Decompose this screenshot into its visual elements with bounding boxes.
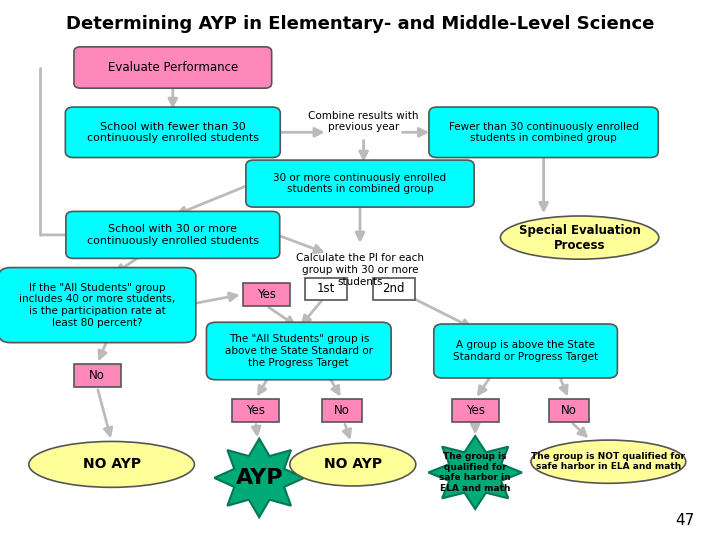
Text: 47: 47 <box>675 513 695 528</box>
Text: The "All Students" group is
above the State Standard or
the Progress Target: The "All Students" group is above the St… <box>225 334 373 368</box>
Ellipse shape <box>29 442 194 487</box>
Text: 30 or more continuously enrolled
students in combined group: 30 or more continuously enrolled student… <box>274 173 446 194</box>
FancyBboxPatch shape <box>243 283 289 306</box>
FancyBboxPatch shape <box>305 278 347 300</box>
FancyBboxPatch shape <box>66 212 280 259</box>
Ellipse shape <box>289 443 416 486</box>
FancyBboxPatch shape <box>373 278 415 300</box>
Text: The group is NOT qualified for
safe harbor in ELA and math: The group is NOT qualified for safe harb… <box>531 452 685 471</box>
Text: Determining AYP in Elementary- and Middle-Level Science: Determining AYP in Elementary- and Middl… <box>66 15 654 33</box>
FancyBboxPatch shape <box>74 47 271 88</box>
FancyBboxPatch shape <box>433 324 618 378</box>
Text: Evaluate Performance: Evaluate Performance <box>108 61 238 74</box>
Text: AYP: AYP <box>235 468 283 488</box>
Text: School with 30 or more
continuously enrolled students: School with 30 or more continuously enro… <box>87 224 258 246</box>
FancyBboxPatch shape <box>232 399 279 422</box>
Text: 1st: 1st <box>317 282 336 295</box>
Text: 2nd: 2nd <box>382 282 405 295</box>
Text: The group is
qualified for
safe harbor in
ELA and math: The group is qualified for safe harbor i… <box>439 453 511 492</box>
Ellipse shape <box>531 440 685 483</box>
Text: Special Evaluation
Process: Special Evaluation Process <box>518 224 641 252</box>
Text: If the "All Students" group
includes 40 or more students,
is the participation r: If the "All Students" group includes 40 … <box>19 283 176 327</box>
Polygon shape <box>215 438 304 517</box>
Text: Combine results with
previous year: Combine results with previous year <box>308 111 419 132</box>
Text: Yes: Yes <box>466 404 485 417</box>
Text: No: No <box>561 404 577 417</box>
FancyBboxPatch shape <box>207 322 391 380</box>
Text: School with fewer than 30
continuously enrolled students: School with fewer than 30 continuously e… <box>87 122 258 143</box>
Text: Yes: Yes <box>246 404 265 417</box>
FancyBboxPatch shape <box>0 268 196 342</box>
Polygon shape <box>428 436 522 509</box>
Ellipse shape <box>500 216 659 259</box>
FancyBboxPatch shape <box>429 107 658 158</box>
FancyBboxPatch shape <box>549 399 589 422</box>
Text: Calculate the PI for each
group with 30 or more
students: Calculate the PI for each group with 30 … <box>296 253 424 287</box>
Text: Fewer than 30 continuously enrolled
students in combined group: Fewer than 30 continuously enrolled stud… <box>449 122 639 143</box>
Text: No: No <box>334 404 350 417</box>
Text: No: No <box>89 369 105 382</box>
FancyBboxPatch shape <box>452 399 499 422</box>
Text: A group is above the State
Standard or Progress Target: A group is above the State Standard or P… <box>453 340 598 362</box>
FancyBboxPatch shape <box>323 399 361 422</box>
Text: NO AYP: NO AYP <box>324 457 382 471</box>
FancyBboxPatch shape <box>246 160 474 207</box>
FancyBboxPatch shape <box>66 107 280 158</box>
FancyBboxPatch shape <box>74 364 121 387</box>
Text: Yes: Yes <box>257 288 276 301</box>
Text: NO AYP: NO AYP <box>83 457 140 471</box>
